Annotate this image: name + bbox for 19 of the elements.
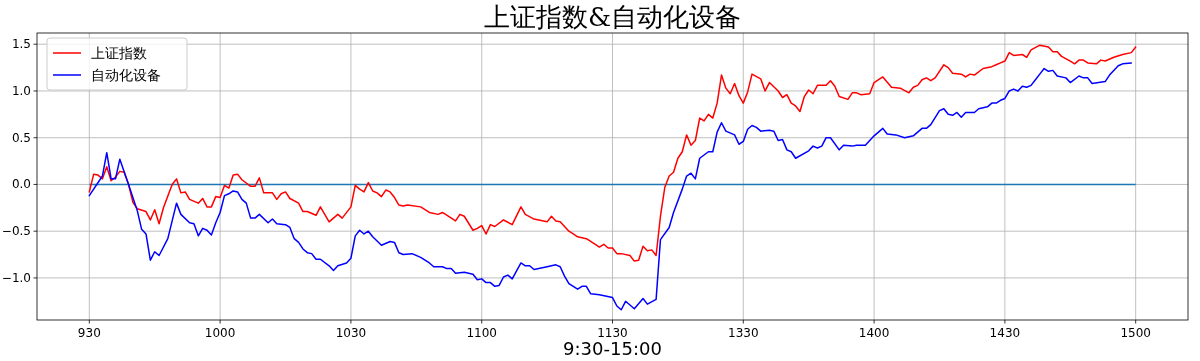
x-tick-label: 1330 bbox=[728, 326, 759, 340]
y-tick-label: 0.0 bbox=[11, 177, 31, 192]
y-tick-label: 1.0 bbox=[11, 83, 31, 98]
legend-label: 上证指数 bbox=[91, 45, 147, 61]
x-tick-label: 1400 bbox=[858, 326, 890, 340]
chart-title: 上证指数&自动化设备 bbox=[483, 2, 742, 32]
x-tick-label: 1000 bbox=[204, 326, 236, 340]
legend-label: 自动化设备 bbox=[91, 67, 161, 83]
x-tick-label: 1100 bbox=[466, 326, 497, 340]
x-tick-label: 1500 bbox=[1120, 326, 1151, 340]
y-tick-label: 1.5 bbox=[11, 37, 31, 52]
x-tick-label: 1030 bbox=[335, 326, 367, 340]
y-tick-label: −0.5 bbox=[1, 224, 31, 239]
x-tick-label: 1430 bbox=[989, 326, 1021, 340]
x-tick-label: 930 bbox=[77, 326, 101, 340]
x-tick-label: 1130 bbox=[597, 326, 628, 340]
y-tick-label: −1.0 bbox=[1, 270, 31, 285]
x-axis-title: 9:30-15:00 bbox=[563, 338, 662, 359]
y-tick-label: 0.5 bbox=[11, 130, 31, 145]
